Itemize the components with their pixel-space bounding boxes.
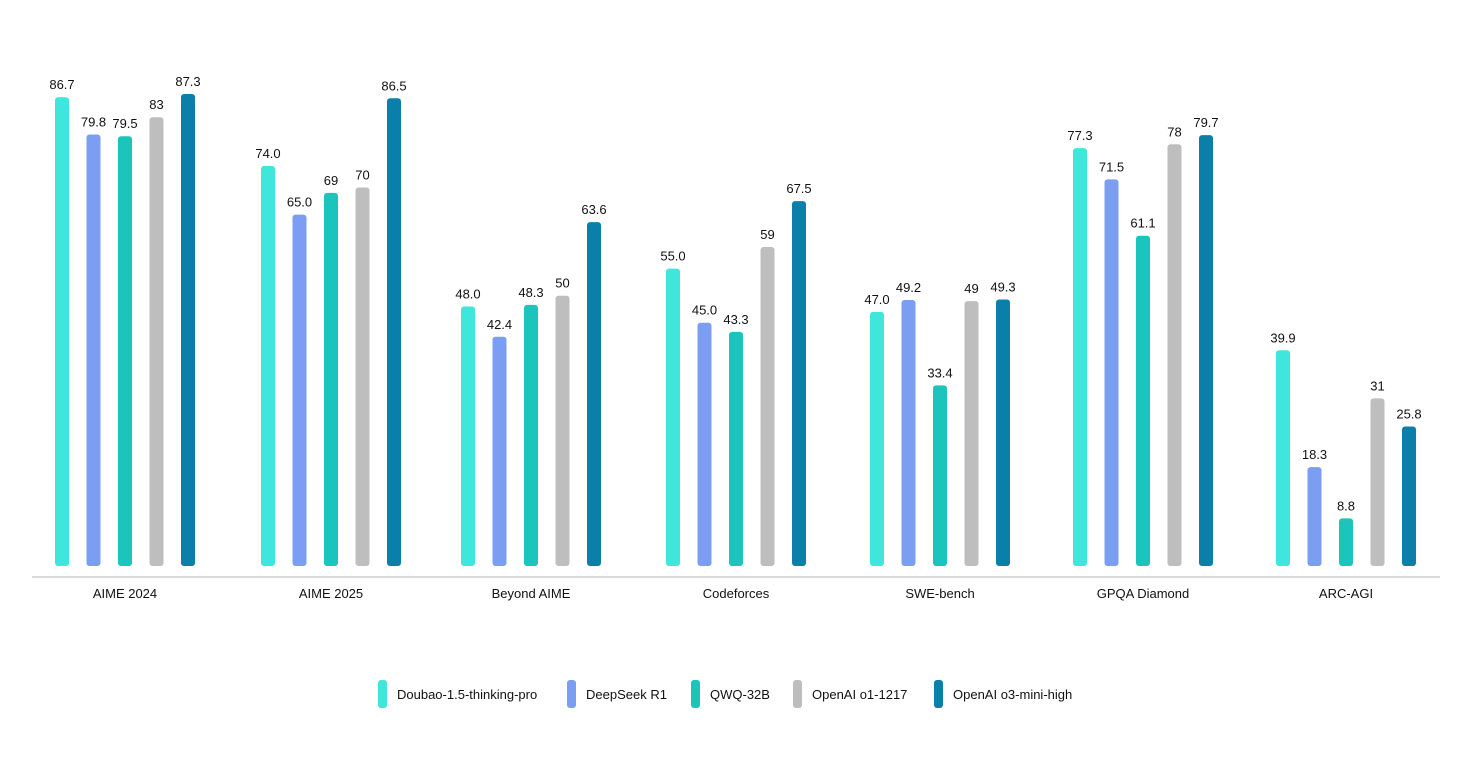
- value-label-2-0: 48.0: [455, 287, 480, 302]
- value-label-5-2: 61.1: [1130, 216, 1155, 231]
- value-label-4-4: 49.3: [990, 280, 1015, 295]
- bar-6-0: [1276, 350, 1290, 566]
- value-label-1-3: 70: [355, 168, 369, 183]
- bars-layer: [55, 94, 1416, 567]
- value-label-3-3: 59: [760, 227, 774, 242]
- bar-1-3: [355, 187, 370, 566]
- value-label-2-4: 63.6: [581, 202, 606, 217]
- legend-swatch-3: [793, 680, 802, 708]
- x-tick-label-4: SWE-bench: [905, 586, 974, 601]
- x-tick-label-0: AIME 2024: [93, 586, 157, 601]
- legend-label-1: DeepSeek R1: [586, 687, 667, 702]
- legend-swatch-2: [691, 680, 700, 708]
- bar-1-0: [261, 165, 275, 566]
- value-label-3-1: 45.0: [692, 303, 717, 318]
- bar-3-2: [729, 331, 743, 566]
- bar-2-3: [555, 295, 570, 566]
- bar-4-2: [933, 385, 947, 566]
- value-label-5-1: 71.5: [1099, 159, 1124, 174]
- value-label-0-4: 87.3: [175, 74, 200, 89]
- value-label-0-1: 79.8: [81, 115, 106, 130]
- bar-5-3: [1167, 144, 1182, 567]
- bar-6-2: [1339, 518, 1353, 566]
- bar-0-4: [181, 94, 195, 566]
- bar-1-1: [292, 214, 307, 566]
- bar-3-4: [792, 201, 806, 566]
- x-tick-label-3: Codeforces: [703, 586, 770, 601]
- x-tick-label-1: AIME 2025: [299, 586, 363, 601]
- legend-swatch-4: [934, 680, 943, 708]
- x-tick-label-5: GPQA Diamond: [1097, 586, 1190, 601]
- value-label-4-3: 49: [964, 281, 978, 296]
- x-tick-label-2: Beyond AIME: [492, 586, 571, 601]
- value-label-6-3: 31: [1370, 378, 1384, 393]
- legend-label-2: QWQ-32B: [710, 687, 770, 702]
- bar-4-3: [964, 301, 979, 566]
- bar-6-1: [1307, 467, 1322, 566]
- legend: Doubao-1.5-thinking-pro DeepSeek R1 QWQ-32…: [378, 680, 1072, 708]
- legend-label-4: OpenAI o3-mini-high: [953, 687, 1072, 702]
- value-label-6-1: 18.3: [1302, 447, 1327, 462]
- value-label-0-3: 83: [149, 97, 163, 112]
- value-labels-layer: 86.7 79.8 79.5 83 87.3 74.0 65.0 69 70 86.5 48.0 42…: [49, 74, 1421, 513]
- bar-3-3: [760, 247, 775, 566]
- x-tick-labels: AIME 2024 AIME 2025 Beyond AIME Codeforces S…: [93, 586, 1373, 601]
- value-label-6-4: 25.8: [1396, 407, 1421, 422]
- legend-swatch-1: [567, 680, 576, 708]
- bar-4-1: [901, 300, 916, 566]
- value-label-2-2: 48.3: [518, 285, 543, 300]
- value-label-1-0: 74.0: [255, 146, 280, 161]
- value-label-0-0: 86.7: [49, 77, 74, 92]
- value-label-4-2: 33.4: [927, 365, 952, 380]
- bar-0-3: [149, 117, 164, 566]
- bar-5-2: [1136, 235, 1150, 566]
- x-tick-label-6: ARC-AGI: [1319, 586, 1373, 601]
- bar-5-0: [1073, 148, 1087, 566]
- value-label-2-3: 50: [555, 276, 569, 291]
- bar-5-1: [1104, 179, 1119, 566]
- value-label-5-4: 79.7: [1193, 115, 1218, 130]
- bar-2-2: [524, 304, 538, 566]
- value-label-4-1: 49.2: [896, 280, 921, 295]
- bar-0-1: [86, 134, 101, 566]
- legend-label-0: Doubao-1.5-thinking-pro: [397, 687, 537, 702]
- value-label-3-4: 67.5: [786, 181, 811, 196]
- value-label-0-2: 79.5: [112, 116, 137, 131]
- value-label-3-0: 55.0: [660, 249, 685, 264]
- value-label-6-2: 8.8: [1337, 498, 1355, 513]
- bar-0-0: [55, 97, 69, 566]
- bar-6-4: [1402, 426, 1416, 566]
- bar-2-4: [587, 222, 601, 566]
- value-label-6-0: 39.9: [1270, 330, 1295, 345]
- value-label-2-1: 42.4: [487, 317, 512, 332]
- value-label-1-4: 86.5: [381, 78, 406, 93]
- legend-swatch-0: [378, 680, 387, 708]
- value-label-5-3: 78: [1167, 124, 1181, 139]
- bar-5-4: [1199, 135, 1213, 566]
- value-label-5-0: 77.3: [1067, 128, 1092, 143]
- value-label-1-2: 69: [324, 173, 338, 188]
- bar-0-2: [118, 136, 132, 566]
- bar-3-0: [666, 268, 680, 566]
- bar-2-1: [492, 336, 507, 566]
- value-label-4-0: 47.0: [864, 292, 889, 307]
- bar-6-3: [1370, 398, 1385, 566]
- value-label-3-2: 43.3: [723, 312, 748, 327]
- bar-1-4: [387, 98, 401, 567]
- bar-4-4: [996, 299, 1010, 566]
- bar-2-0: [461, 306, 475, 566]
- bar-3-1: [697, 322, 712, 566]
- bar-4-0: [870, 311, 884, 566]
- legend-label-3: OpenAI o1-1217: [812, 687, 907, 702]
- bar-1-2: [324, 192, 338, 566]
- value-label-1-1: 65.0: [287, 195, 312, 210]
